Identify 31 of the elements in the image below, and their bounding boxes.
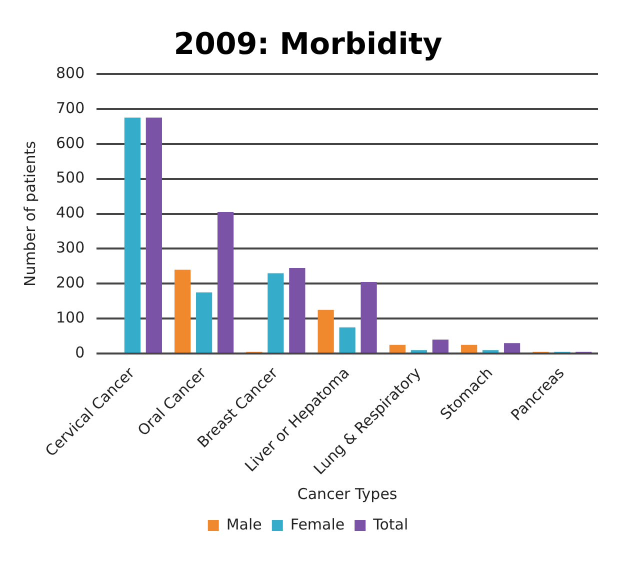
bar xyxy=(268,273,284,353)
y-tick-label: 300 xyxy=(56,238,85,257)
bar xyxy=(146,118,162,353)
bar xyxy=(318,310,334,353)
y-tick-label: 800 xyxy=(56,64,85,82)
bar xyxy=(124,118,140,353)
bar xyxy=(196,292,212,353)
bar xyxy=(432,340,448,353)
bar xyxy=(339,327,356,353)
legend-label: Female xyxy=(290,515,345,534)
y-tick-label: 0 xyxy=(75,343,85,362)
y-tick-label: 500 xyxy=(56,168,85,187)
bar xyxy=(289,268,306,353)
x-axis-title: Cancer Types xyxy=(297,484,398,503)
y-axis-title: Number of patients xyxy=(20,140,39,287)
legend-label: Male xyxy=(226,515,262,534)
bar xyxy=(389,344,406,353)
y-tick-label: 600 xyxy=(56,134,85,152)
y-tick-label: 100 xyxy=(56,308,85,327)
bar xyxy=(217,212,234,353)
bar xyxy=(482,350,499,353)
bar xyxy=(504,343,520,353)
chart-title: 2009: Morbidity xyxy=(174,26,443,62)
bar xyxy=(461,344,478,353)
y-tick-label: 400 xyxy=(56,204,85,222)
y-tick-label: 200 xyxy=(56,274,85,292)
legend-label: Total xyxy=(372,515,408,534)
bar xyxy=(410,350,427,353)
y-tick-label: 700 xyxy=(56,98,85,117)
bar xyxy=(360,282,377,353)
bar xyxy=(174,270,191,353)
